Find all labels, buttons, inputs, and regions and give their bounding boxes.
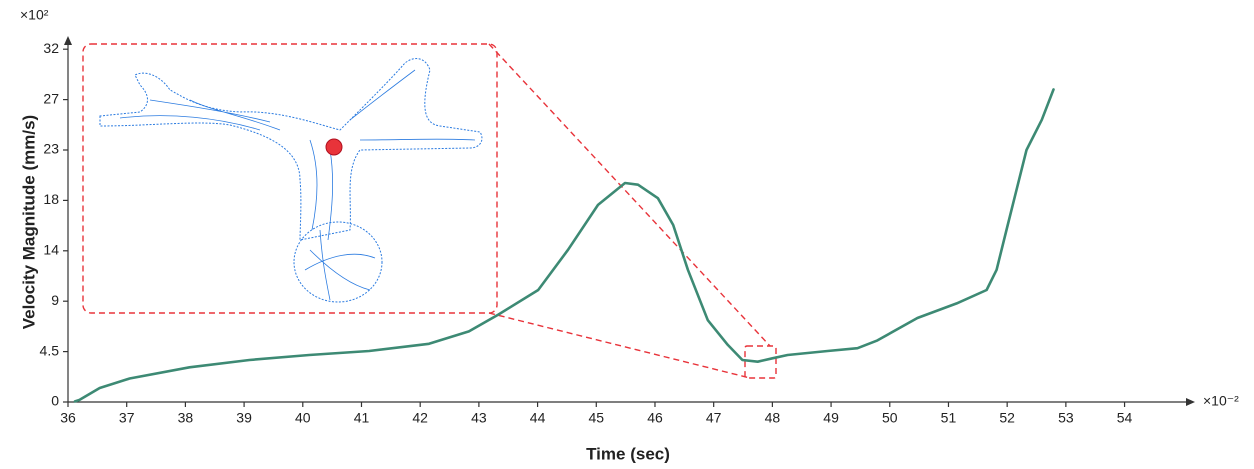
inset bbox=[82, 43, 777, 379]
x-tick-label: 36 bbox=[60, 410, 76, 426]
aneurysm-mesh bbox=[293, 221, 383, 303]
y-tick-label: 4.5 bbox=[40, 342, 60, 358]
x-multiplier: ×10⁻² bbox=[1203, 393, 1239, 409]
y-multiplier: ×10² bbox=[20, 7, 49, 23]
x-tick-label: 44 bbox=[530, 410, 546, 426]
y-tick-label: 27 bbox=[43, 90, 59, 106]
x-tick-label: 41 bbox=[354, 410, 370, 426]
y-tick-label: 18 bbox=[43, 191, 59, 207]
x-axis-arrow bbox=[1186, 398, 1195, 406]
y-tick-label: 32 bbox=[43, 40, 59, 56]
x-tick-label: 42 bbox=[412, 410, 428, 426]
x-tick-label: 39 bbox=[236, 410, 252, 426]
x-tick-label: 45 bbox=[588, 410, 604, 426]
x-tick-label: 38 bbox=[178, 410, 194, 426]
x-tick-label: 52 bbox=[999, 410, 1015, 426]
y-tick-label: 9 bbox=[51, 292, 59, 308]
inset-frame bbox=[82, 43, 498, 314]
x-tick-label: 54 bbox=[1117, 410, 1133, 426]
y-axis-title: Velocity Magnitude (mm/s) bbox=[19, 115, 38, 329]
x-tick-label: 46 bbox=[647, 410, 663, 426]
vessel-mesh bbox=[99, 58, 483, 241]
y-tick-label: 23 bbox=[43, 141, 59, 157]
y-axis-arrow bbox=[64, 36, 72, 45]
zoom-box bbox=[744, 345, 777, 379]
x-tick-label: 47 bbox=[706, 410, 722, 426]
x-tick-label: 53 bbox=[1058, 410, 1074, 426]
y-tick-label: 0 bbox=[51, 393, 59, 409]
y-tick-label: 14 bbox=[43, 242, 59, 258]
x-tick-label: 49 bbox=[823, 410, 839, 426]
x-axis-title: Time (sec) bbox=[586, 444, 670, 463]
connector bbox=[488, 43, 771, 347]
x-tick-label: 48 bbox=[765, 410, 781, 426]
connector bbox=[488, 312, 751, 379]
x-tick-label: 37 bbox=[119, 410, 135, 426]
line bbox=[73, 88, 1055, 403]
probe-point bbox=[325, 138, 343, 156]
x-tick-label: 50 bbox=[882, 410, 898, 426]
x-tick-label: 51 bbox=[941, 410, 957, 426]
x-tick-label: 43 bbox=[471, 410, 487, 426]
mesh-lines bbox=[119, 69, 476, 301]
x-tick-label: 40 bbox=[295, 410, 311, 426]
